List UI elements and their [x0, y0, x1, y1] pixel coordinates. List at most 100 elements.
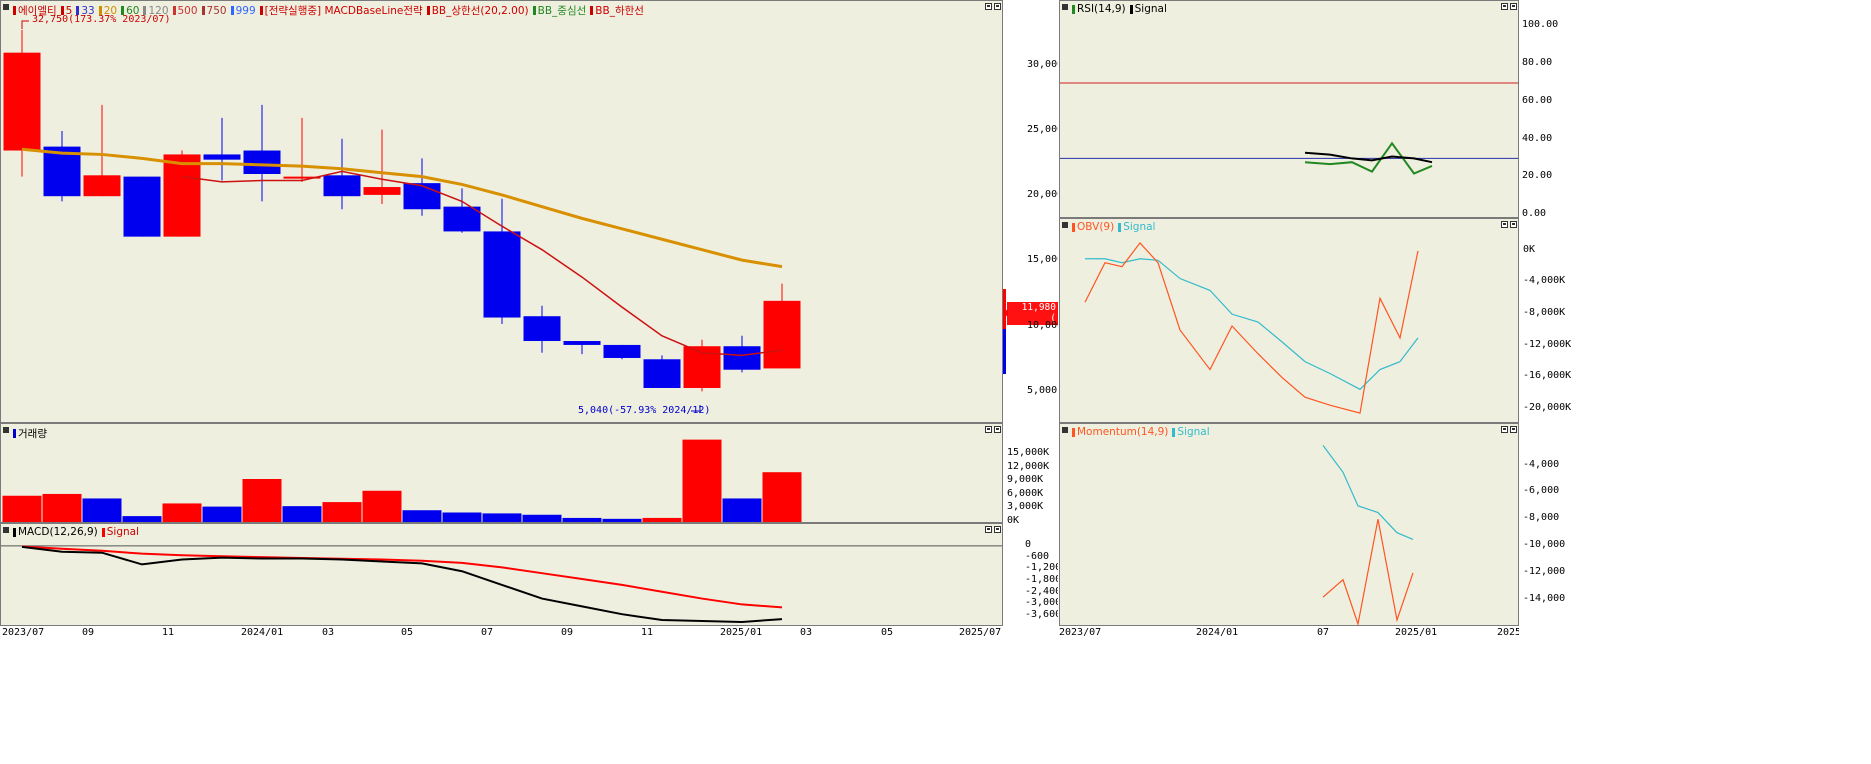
maximize-icon[interactable] — [994, 3, 1001, 10]
volume-pane[interactable]: 거래량 — [0, 423, 1003, 523]
volume-axis-tick: 0K — [1007, 515, 1020, 523]
maximize-icon[interactable] — [1510, 3, 1517, 10]
volume-bar — [522, 514, 562, 522]
legend-item: 999 — [235, 4, 256, 17]
volume-axis-tick: 15,000K — [1007, 447, 1050, 459]
price-chart-pane[interactable]: 에이엘티 5 33 20 60 120 500 750 999 [전략실행중] MACDBaseL… — [0, 0, 1003, 423]
legend-swatch — [121, 6, 125, 15]
maximize-icon[interactable] — [1510, 221, 1517, 228]
maximize-icon[interactable] — [1510, 426, 1517, 433]
x-axis-label: 2025/01 — [720, 627, 763, 638]
macd-chart-svg — [1, 545, 1002, 624]
volume-bar — [82, 498, 122, 522]
minimize-icon[interactable] — [985, 526, 992, 533]
momentum-legend: Momentum(14,9) Signal — [1072, 426, 1214, 438]
minimize-icon[interactable] — [1501, 426, 1508, 433]
rsi-axis: 100.00 80.00 60.00 40.00 20.00 0.00 — [1519, 0, 1571, 218]
macd-line — [21, 545, 783, 624]
obv-axis-tick: -16,000K — [1523, 370, 1571, 382]
legend-item: 60 — [126, 4, 140, 17]
x-axis-label: 09 — [561, 627, 574, 638]
candle-body — [483, 231, 521, 318]
current-price-tag: 11,980 ( 16.31%) — [1007, 302, 1058, 335]
rsi-axis-tick: 20.00 — [1522, 170, 1553, 182]
pane-menu-icon[interactable] — [3, 527, 9, 533]
maximize-icon[interactable] — [994, 526, 1001, 533]
current-change: ( 16.31%) — [1015, 313, 1056, 335]
minimize-icon[interactable] — [985, 426, 992, 433]
macd-pane[interactable]: MACD(12,26,9) Signal — [0, 523, 1003, 626]
rsi-pane[interactable]: RSI(14,9) Signal — [1059, 0, 1519, 218]
macd-legend: MACD(12,26,9) Signal — [13, 526, 143, 538]
pane-menu-icon[interactable] — [1062, 222, 1068, 228]
volume-bar — [602, 518, 642, 522]
volume-bar — [482, 513, 522, 522]
price-axis-tick: 25,000 — [1027, 123, 1058, 135]
macd-axis-tick: -1,200 — [1025, 562, 1058, 574]
pane-menu-icon[interactable] — [1062, 427, 1068, 433]
pane-menu-icon[interactable] — [1062, 4, 1068, 10]
volume-axis-tick: 3,000K — [1007, 501, 1044, 513]
legend-swatch — [13, 429, 16, 438]
legend-item: 20 — [103, 4, 118, 17]
momentum-pane[interactable]: Momentum(14,9) Signal — [1059, 423, 1519, 626]
x-axis-label: 2025/07 — [1497, 627, 1519, 638]
current-price: 11,980 — [1021, 302, 1056, 313]
legend-swatch — [60, 6, 64, 15]
candle-body — [363, 187, 401, 195]
momentum-chart-svg — [1322, 445, 1414, 625]
price-axis-tick: 15,000 — [1027, 254, 1058, 266]
price-axis-tick: 10,000 — [1027, 319, 1058, 331]
volume-bar — [162, 503, 202, 522]
minimize-icon[interactable] — [1501, 221, 1508, 228]
legend-swatch — [590, 6, 594, 15]
maximize-icon[interactable] — [994, 426, 1001, 433]
x-axis-label: 07 — [1317, 627, 1330, 638]
volume-bar — [642, 517, 682, 522]
candle-body — [203, 154, 241, 160]
candle-body — [123, 176, 161, 237]
momentum-axis-tick: -4,000 — [1523, 458, 1560, 470]
macd-axis-tick: -3,000 — [1025, 597, 1058, 609]
obv-axis-tick: -4,000K — [1523, 275, 1566, 287]
momentum-legend-label: Momentum(14,9) — [1077, 426, 1169, 438]
volume-bar — [362, 490, 402, 522]
rsi-legend-label: RSI(14,9) — [1077, 3, 1126, 15]
rsi-signal-line — [1304, 151, 1433, 164]
volume-bar — [122, 516, 162, 522]
minimize-icon[interactable] — [1501, 3, 1508, 10]
obv-line — [1084, 241, 1419, 414]
x-axis-left: 2023/07 09 11 2024/01 03 05 07 09 11 2025/01 03 05 2… — [0, 626, 1003, 640]
high-annotation: 32,750(173.37% 2023/07) — [32, 14, 171, 25]
volume-bar — [322, 502, 362, 522]
volume-axis-tick: 9,000K — [1007, 474, 1044, 486]
momentum-axis-tick: -12,000 — [1523, 565, 1566, 577]
obv-legend: OBV(9) Signal — [1072, 221, 1159, 233]
legend-swatch — [259, 6, 263, 15]
macd-signal-label: Signal — [106, 526, 140, 538]
x-axis-label: 2023/07 — [1059, 627, 1102, 638]
macd-axis-tick: -3,600 — [1025, 609, 1058, 621]
x-axis-label: 2023/07 — [2, 627, 45, 638]
obv-pane[interactable]: OBV(9) Signal — [1059, 218, 1519, 423]
candle-body — [283, 176, 321, 179]
obv-axis-tick: -8,000K — [1523, 307, 1566, 319]
macd-axis: 0 -600 -1,200 -1,800 -2,400 -3,000 -3,600 — [1003, 523, 1058, 626]
macd-axis-tick: -600 — [1025, 550, 1050, 562]
momentum-line — [1322, 519, 1414, 625]
obv-signal-line — [1085, 258, 1419, 391]
momentum-axis-tick: -8,000 — [1523, 512, 1560, 524]
x-axis-label: 11 — [641, 627, 654, 638]
price-axis-tick: 5,000 — [1027, 384, 1058, 396]
obv-axis: 0K -4,000K -8,000K -12,000K -16,000K -20,000K — [1519, 218, 1571, 423]
volume-bar — [242, 479, 282, 522]
legend-swatch — [98, 6, 102, 15]
candle-body — [643, 359, 681, 388]
pane-menu-icon[interactable] — [3, 427, 9, 433]
minimize-icon[interactable] — [985, 3, 992, 10]
rsi-line — [1304, 141, 1433, 175]
momentum-signal-label: Signal — [1177, 426, 1210, 438]
legend-swatch — [1072, 4, 1075, 14]
momentum-axis-tick: -10,000 — [1523, 539, 1566, 551]
pane-menu-icon[interactable] — [3, 4, 9, 10]
